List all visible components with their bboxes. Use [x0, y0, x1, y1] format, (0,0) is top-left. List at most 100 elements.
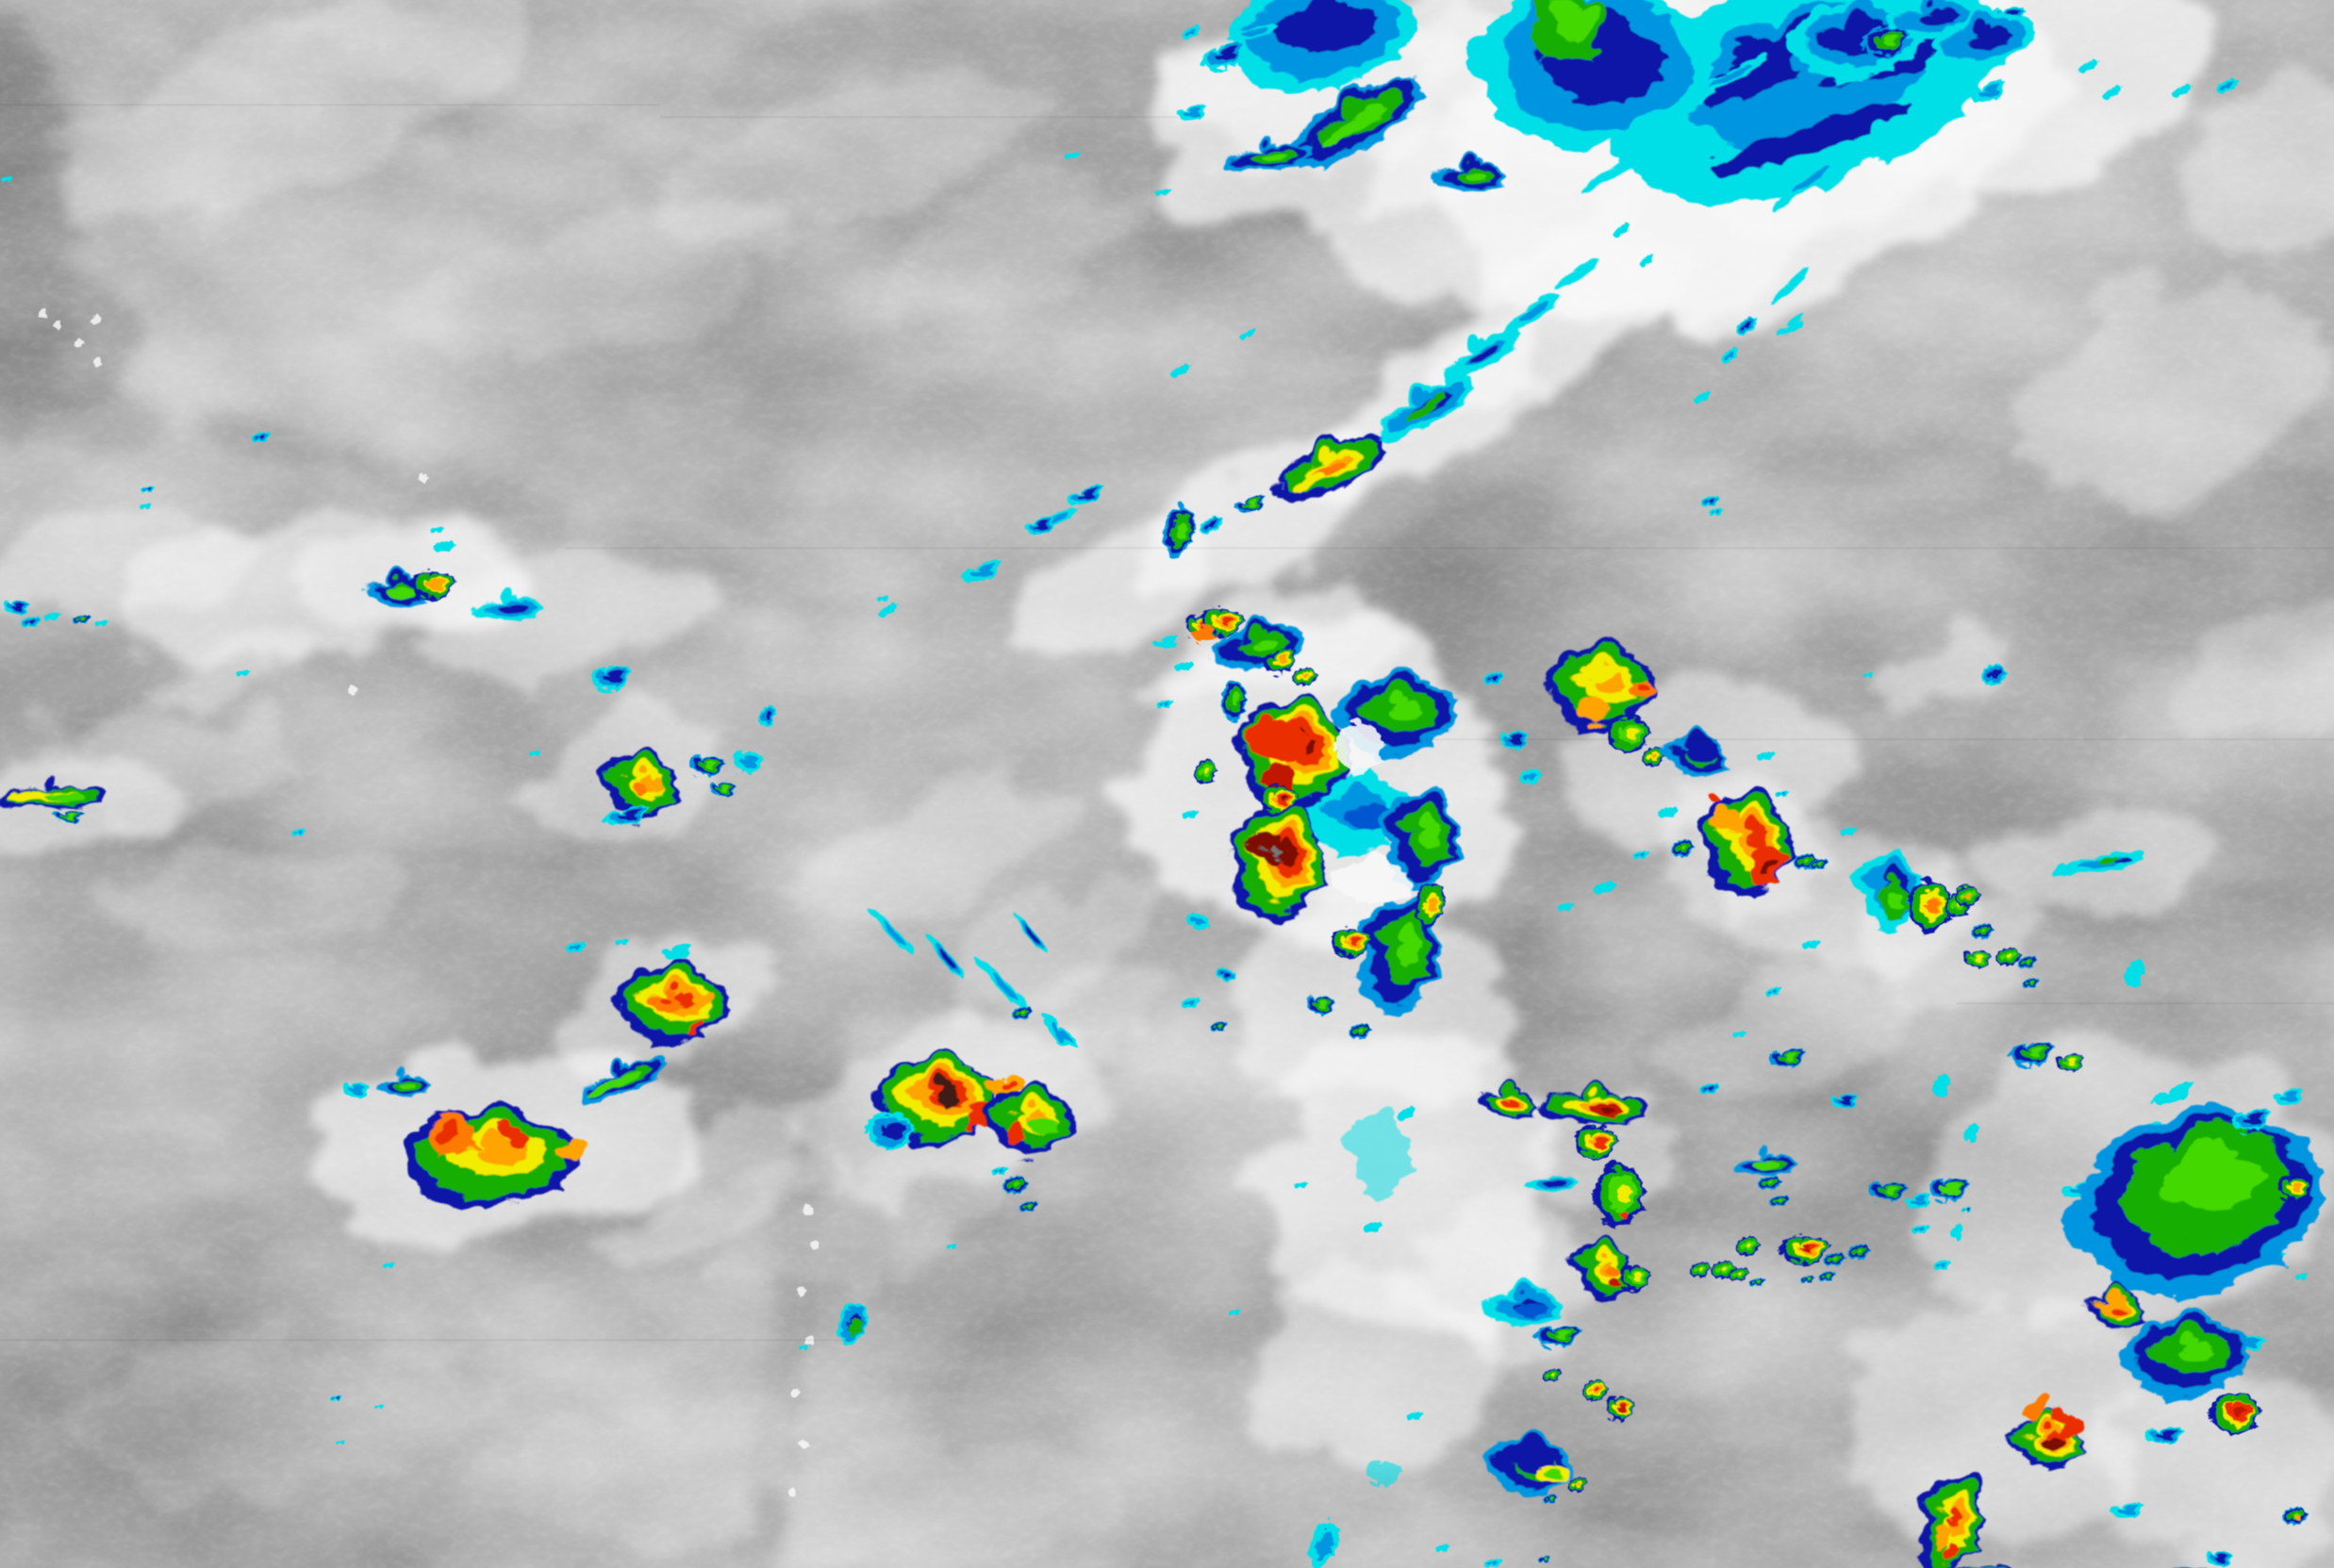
dk-core	[928, 1073, 952, 1106]
cy-ring	[1611, 223, 1630, 236]
cy-ring	[948, 1241, 957, 1248]
ye-ring	[1745, 1241, 1752, 1247]
nv-ring	[25, 617, 37, 623]
wh-core	[1331, 718, 1380, 771]
cold-cloud-patch	[1693, 390, 1710, 402]
cold-cloud-patch	[728, 747, 758, 769]
cy-ring	[2170, 83, 2191, 96]
bl-ring	[985, 958, 1020, 990]
bl-ring	[965, 562, 990, 579]
cold-cloud-patch	[1484, 1557, 1501, 1566]
cold-cloud-patch	[1757, 750, 1774, 759]
od-core	[1188, 624, 1211, 639]
or-ring	[1300, 671, 1310, 678]
bl-ring	[1191, 914, 1205, 925]
nv-core	[2171, 1560, 2193, 1568]
convective-cell	[1590, 1161, 1641, 1223]
gb-ring	[1375, 690, 1415, 718]
cold-cloud-patch	[1611, 223, 1630, 236]
cy-ring	[1558, 900, 1573, 910]
cold-cloud-patch	[1592, 880, 1614, 893]
gb-core	[1877, 884, 1895, 907]
cloud-speckle	[799, 1438, 808, 1447]
rd-ring	[1736, 815, 1762, 844]
gb-ring	[1548, 1328, 1566, 1336]
or-ring	[2286, 1179, 2298, 1188]
gb-core	[1736, 1149, 1771, 1167]
cy-ring	[1733, 1029, 1746, 1036]
cold-cloud-patch	[2, 173, 13, 181]
bl-ring	[1636, 850, 1647, 856]
rd-ring	[1592, 1384, 1599, 1391]
wh-core	[1326, 851, 1405, 902]
bl-ring	[1523, 769, 1537, 780]
cold-cloud-patch	[1699, 1081, 1718, 1093]
convective-cell	[1159, 502, 1191, 554]
bl-ring	[1693, 58, 1743, 90]
convective-cell	[1194, 758, 1215, 783]
gb-core	[578, 1063, 633, 1096]
cloud-speckle	[346, 684, 356, 693]
convective-cell	[1937, 1553, 2009, 1568]
bl-ring	[1488, 1558, 1498, 1564]
convective-cell	[1301, 991, 1330, 1012]
convective-cell	[1924, 1174, 1965, 1198]
rd-core	[685, 1016, 697, 1027]
cold-cloud-patch	[1186, 910, 1209, 929]
convective-cell	[1954, 885, 1978, 904]
cy-ring	[2100, 85, 2121, 98]
od-core	[621, 768, 638, 793]
cy-ring	[876, 602, 897, 616]
cold-cloud-patch	[876, 602, 897, 616]
cold-cloud-patch	[2170, 83, 2191, 96]
convective-cell	[1349, 1022, 1369, 1037]
gb-ring	[1388, 920, 1416, 961]
rd-core	[1936, 1537, 1954, 1553]
rd-core	[1489, 1086, 1514, 1101]
convective-cell	[2281, 1506, 2306, 1523]
or-core	[546, 1133, 581, 1153]
cold-cloud-patch	[1362, 1457, 1398, 1481]
cold-cloud-patch	[2214, 78, 2237, 91]
convective-cell	[47, 807, 79, 820]
ye-core	[1577, 653, 1606, 671]
bl-ring	[1973, 83, 1995, 99]
cy-ring	[1364, 1220, 1381, 1231]
mr-core	[1756, 854, 1769, 866]
cold-cloud-patch	[1765, 984, 1780, 996]
gb-ring	[1825, 1272, 1830, 1277]
bl-ring	[1047, 1017, 1071, 1039]
ye-ring	[1966, 1560, 1989, 1568]
cloud-speckle	[789, 1387, 799, 1396]
bl-ring	[1178, 105, 1196, 117]
rr-core	[1794, 1241, 1804, 1249]
gb-ring	[1241, 498, 1252, 505]
rd-core	[989, 1071, 1005, 1083]
cold-cloud-patch	[1197, 516, 1221, 533]
convective-cell	[1857, 24, 1906, 56]
mr-ring	[1276, 836, 1293, 858]
cold-cloud-patch	[2147, 1080, 2191, 1108]
nv-ring	[1530, 1169, 1559, 1183]
cy-ring	[1841, 825, 1856, 834]
convective-cell	[2005, 1391, 2076, 1466]
gb-core	[1016, 1107, 1051, 1131]
or-ring	[1575, 1479, 1581, 1485]
cy-ring	[656, 941, 687, 960]
convective-cell	[1426, 152, 1498, 191]
cy-ring	[337, 1438, 346, 1444]
cold-cloud-patch	[2077, 58, 2097, 72]
cold-cloud-patch	[656, 941, 687, 960]
bl-ring	[1160, 699, 1170, 705]
or-core	[1568, 696, 1597, 716]
ov-core	[1265, 846, 1273, 852]
convective-cell	[1995, 947, 2019, 964]
cy-ring	[1230, 1307, 1241, 1314]
convective-cell	[980, 1080, 1067, 1149]
convective-cell	[1233, 692, 1342, 798]
cold-cloud-patch	[1638, 254, 1653, 265]
cloud-speckle	[52, 318, 61, 327]
cold-cloud-patch	[1020, 515, 1049, 536]
bl-ring	[2275, 1089, 2293, 1101]
